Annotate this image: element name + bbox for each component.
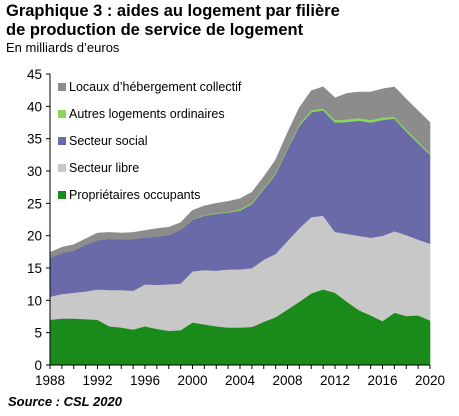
y-tick-label: 35 [27, 132, 42, 147]
title-line-1: Graphique 3 : aides au logement par fili… [6, 2, 340, 20]
legend-swatch-locaux-d-hebergement-collectif [58, 83, 66, 91]
legend-swatch-proprietaires-occupants [58, 191, 66, 199]
legend-swatch-secteur-libre [58, 164, 66, 172]
legend-label-autres-logements-ordinaires: Autres logements ordinaires [69, 107, 225, 121]
chart-title: Graphique 3 : aides au logement par fili… [6, 2, 456, 40]
x-tick-label: 2000 [177, 373, 207, 388]
chart-source: Source : CSL 2020 [8, 394, 122, 409]
chart-subtitle: En milliards d’euros [6, 40, 120, 55]
y-tick-label: 25 [27, 196, 42, 211]
x-tick-label: 2016 [367, 373, 397, 388]
legend-label-secteur-libre: Secteur libre [69, 161, 139, 175]
legend-swatch-secteur-social [58, 137, 66, 145]
x-tick-label: 2012 [320, 373, 350, 388]
legend-swatch-autres-logements-ordinaires [58, 110, 66, 118]
legend-label-secteur-social: Secteur social [69, 134, 148, 148]
axes: 0 5 10 15 20 25 30 35 40 45 1988 1992 1996 2000 2004 20… [27, 67, 445, 388]
legend-label-proprietaires-occupants: Propriétaires occupants [69, 188, 200, 202]
x-tick-label: 1988 [35, 373, 65, 388]
y-tick-label: 0 [34, 358, 42, 373]
legend-label-locaux-d-hebergement-collectif: Locaux d’hébergement collectif [69, 80, 242, 94]
area-locaux-d-hebergement-collectif [49, 86, 431, 259]
x-tick-label: 2008 [272, 373, 302, 388]
y-tick-label: 15 [27, 261, 42, 276]
x-tick-label: 2020 [415, 373, 445, 388]
y-tick-label: 20 [27, 229, 42, 244]
x-tick-label: 1996 [130, 373, 160, 388]
title-line-2: de production de service de logement [6, 21, 304, 39]
x-tick-label: 2004 [225, 373, 256, 388]
y-tick-label: 45 [27, 67, 42, 82]
y-tick-label: 40 [27, 99, 42, 114]
legend: Locaux d’hébergement collectif Autres log… [58, 80, 242, 202]
y-tick-label: 10 [27, 293, 42, 308]
x-tick-label: 1992 [82, 373, 112, 388]
y-tick-label: 30 [27, 164, 42, 179]
area-layers [49, 86, 431, 366]
y-tick-label: 5 [34, 326, 42, 341]
